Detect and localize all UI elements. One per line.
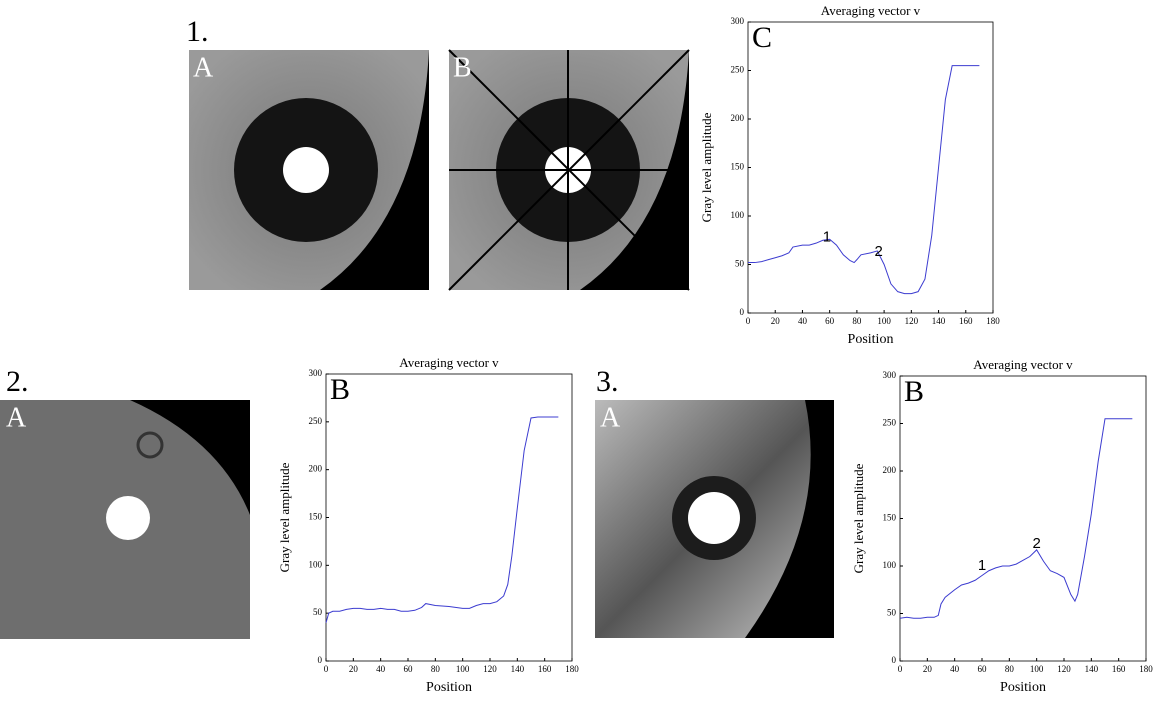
y-tick-label: 100 <box>309 559 323 569</box>
y-axis-label: Gray level amplitude <box>699 112 714 222</box>
image-3a <box>595 400 834 638</box>
annotation: 2 <box>1032 535 1040 552</box>
y-tick-label: 0 <box>892 655 897 665</box>
panel-number: 1. <box>186 15 209 48</box>
x-axis-label: Position <box>1000 680 1046 695</box>
data-line <box>899 418 1133 619</box>
x-tick-label: 80 <box>852 316 862 326</box>
x-tick-label: 80 <box>1005 664 1015 674</box>
y-tick-label: 200 <box>731 113 745 123</box>
y-tick-label: 200 <box>309 464 323 474</box>
y-tick-label: 150 <box>309 512 323 522</box>
x-tick-label: 120 <box>1057 664 1071 674</box>
x-tick-label: 20 <box>923 664 933 674</box>
x-tick-label: 60 <box>825 316 835 326</box>
x-tick-label: 100 <box>877 316 891 326</box>
x-tick-label: 40 <box>376 664 386 674</box>
x-tick-label: 40 <box>798 316 808 326</box>
y-tick-label: 50 <box>735 259 745 269</box>
image-label: A <box>193 52 214 83</box>
annotation: 2 <box>874 243 882 260</box>
y-tick-label: 100 <box>731 210 745 220</box>
y-tick-label: 0 <box>740 307 745 317</box>
x-tick-label: 160 <box>959 316 973 326</box>
data-line <box>325 416 559 623</box>
y-axis-label: Gray level amplitude <box>277 462 292 572</box>
x-tick-label: 0 <box>324 664 329 674</box>
x-tick-label: 120 <box>905 316 919 326</box>
y-tick-label: 300 <box>309 368 323 378</box>
y-tick-label: 250 <box>731 65 745 75</box>
x-tick-label: 20 <box>771 316 781 326</box>
y-tick-label: 250 <box>309 416 323 426</box>
annotation: 1 <box>978 557 986 574</box>
x-tick-label: 100 <box>1030 664 1044 674</box>
y-tick-label: 0 <box>318 655 323 665</box>
panel-number: 3. <box>596 365 619 398</box>
x-axis-label: Position <box>848 332 894 347</box>
annotation: 1 <box>823 228 831 245</box>
y-tick-label: 50 <box>313 607 323 617</box>
x-tick-label: 40 <box>950 664 960 674</box>
data-line <box>748 65 980 295</box>
y-tick-label: 150 <box>731 162 745 172</box>
x-tick-label: 20 <box>349 664 359 674</box>
y-tick-label: 250 <box>883 418 897 428</box>
image-label: A <box>600 402 621 433</box>
x-tick-label: 140 <box>1085 664 1099 674</box>
y-tick-label: 100 <box>883 560 897 570</box>
x-tick-label: 60 <box>404 664 414 674</box>
y-tick-label: 300 <box>883 370 897 380</box>
chart-title: Averaging vector v <box>973 357 1073 372</box>
x-tick-label: 160 <box>538 664 552 674</box>
x-tick-label: 180 <box>1139 664 1153 674</box>
x-tick-label: 100 <box>456 664 470 674</box>
image-2a <box>0 400 250 639</box>
x-axis-label: Position <box>426 680 472 695</box>
chart-title: Averaging vector v <box>399 355 499 370</box>
y-tick-label: 50 <box>887 608 897 618</box>
panel-number: 2. <box>6 365 29 398</box>
x-tick-label: 140 <box>932 316 946 326</box>
y-axis-label: Gray level amplitude <box>851 463 866 573</box>
x-tick-label: 0 <box>898 664 903 674</box>
panel-label: C <box>752 21 772 54</box>
y-tick-label: 200 <box>883 465 897 475</box>
chart-title: Averaging vector v <box>821 3 921 18</box>
panel-label: B <box>904 375 924 408</box>
x-tick-label: 60 <box>978 664 988 674</box>
image-label: B <box>453 52 472 83</box>
x-tick-label: 0 <box>746 316 751 326</box>
panel-label: B <box>330 373 350 406</box>
image-1b <box>448 49 690 291</box>
x-tick-label: 160 <box>1112 664 1126 674</box>
y-tick-label: 300 <box>731 16 745 26</box>
x-tick-label: 180 <box>986 316 1000 326</box>
image-1a <box>189 50 429 290</box>
x-tick-label: 180 <box>565 664 579 674</box>
x-tick-label: 80 <box>431 664 441 674</box>
x-tick-label: 140 <box>511 664 525 674</box>
image-label: A <box>6 402 27 433</box>
x-tick-label: 120 <box>483 664 497 674</box>
y-tick-label: 150 <box>883 513 897 523</box>
